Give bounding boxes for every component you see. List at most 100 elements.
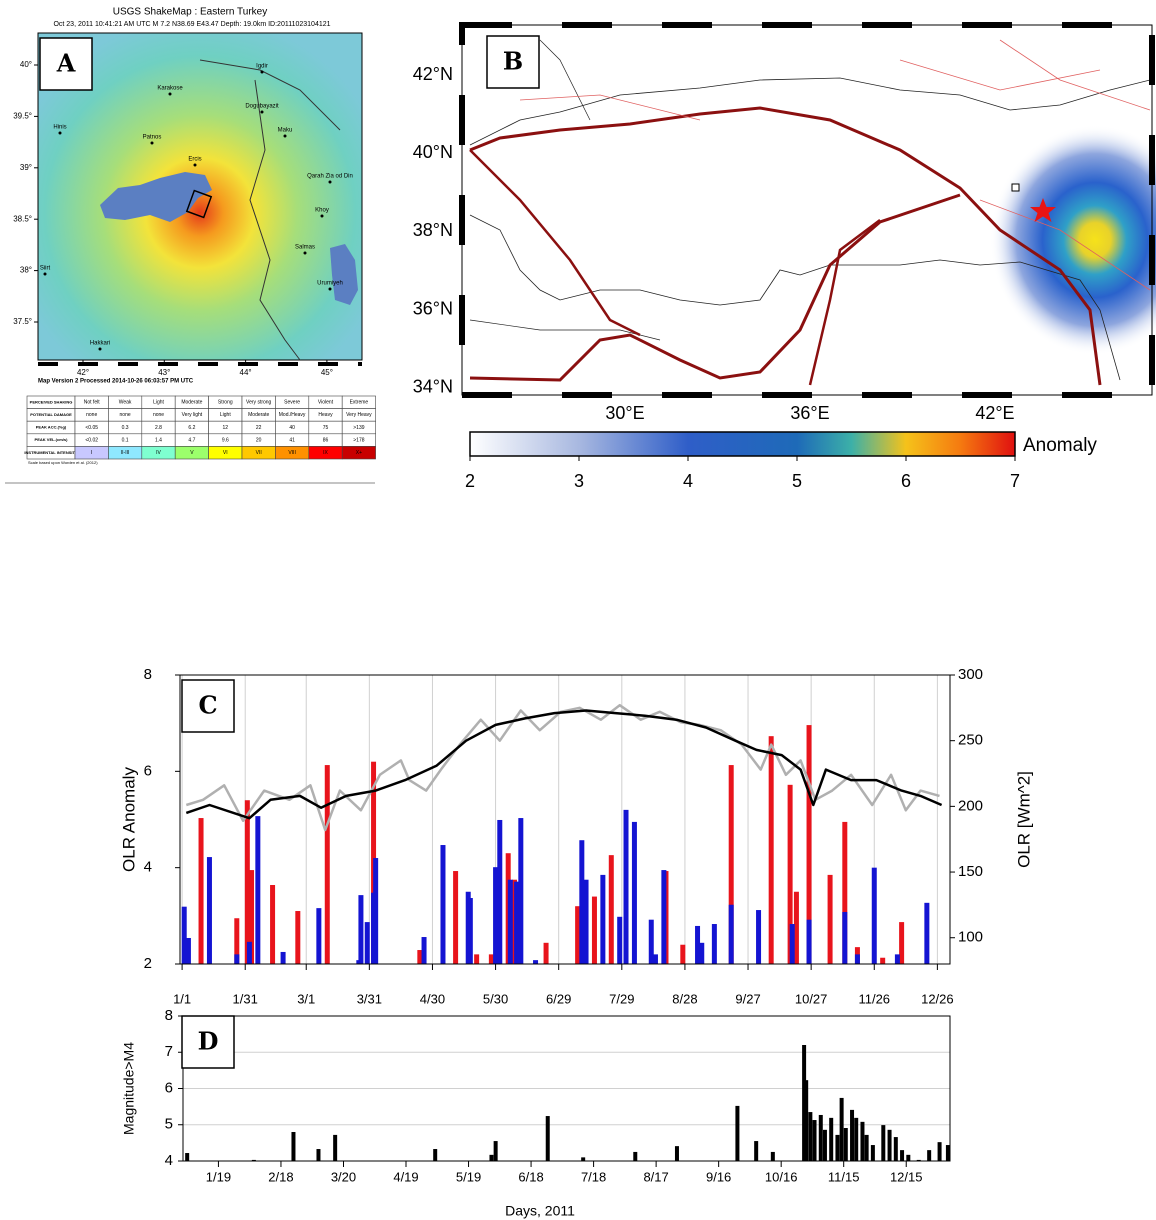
- bar: [880, 957, 886, 964]
- bar: [633, 1151, 638, 1161]
- x-tick-label: 1/31: [233, 991, 258, 1006]
- place-dot: [260, 110, 264, 114]
- x-tick-label: 11/26: [858, 991, 890, 1006]
- bar: [358, 895, 364, 964]
- bar: [674, 1146, 679, 1161]
- bar: [768, 736, 774, 964]
- place-dot: [328, 287, 332, 291]
- bar: [249, 870, 255, 964]
- x-tick-label: 12/15: [890, 1169, 923, 1184]
- table-text: Weak: [119, 400, 132, 406]
- bar: [234, 918, 240, 964]
- bar: [850, 1109, 855, 1161]
- bar: [417, 950, 423, 964]
- bar: [661, 870, 667, 964]
- bar: [421, 937, 427, 964]
- bar: [806, 919, 812, 964]
- bar: [507, 879, 513, 964]
- place-dot: [328, 180, 332, 184]
- table-text: X+: [356, 450, 362, 456]
- plot-frame: [179, 674, 951, 965]
- lon-label: 42°E: [975, 403, 1014, 423]
- bar: [927, 1150, 932, 1161]
- bar: [433, 1149, 438, 1161]
- panel-label: B: [503, 47, 523, 76]
- bar: [893, 1137, 898, 1161]
- table-text: 0.3: [122, 425, 129, 431]
- table-text: VIII: [288, 450, 296, 456]
- y-tick-label: 8: [165, 1007, 173, 1024]
- bar: [185, 937, 191, 964]
- y-axis-label: Magnitude>M4: [121, 1042, 137, 1135]
- bar: [364, 922, 370, 964]
- x-tick-label: 12/26: [921, 991, 954, 1006]
- bar: [600, 874, 606, 964]
- place-name: Maku: [278, 128, 293, 134]
- bar: [756, 910, 762, 964]
- bar: [854, 1117, 859, 1161]
- bar: [789, 924, 795, 964]
- bar: [822, 1129, 827, 1161]
- bar: [680, 944, 686, 964]
- bar: [728, 765, 734, 964]
- lake-van: [100, 172, 212, 222]
- table-text: 22: [256, 425, 262, 431]
- panel-label: C: [198, 691, 217, 720]
- place-name: Igdir: [256, 64, 268, 70]
- bar: [316, 908, 322, 964]
- lat-label: 39.5°: [13, 112, 32, 121]
- bar: [181, 906, 187, 964]
- table-text: Violent: [318, 400, 334, 406]
- x-tick-label: 8/28: [672, 991, 697, 1006]
- bar: [754, 1141, 759, 1161]
- x-tick-label: 7/29: [609, 991, 634, 1006]
- bar: [881, 1125, 886, 1161]
- bar: [887, 1129, 892, 1161]
- lat-label: 40°: [20, 60, 32, 69]
- x-tick-label: 3/20: [331, 1169, 356, 1184]
- bar: [787, 784, 793, 964]
- y2-tick-label: 250: [958, 732, 983, 749]
- bar: [440, 845, 446, 964]
- place-name: Dogubayazit: [245, 104, 279, 110]
- lat-label: 42°N: [413, 64, 453, 84]
- table-text: Light: [220, 412, 231, 418]
- bar: [316, 1149, 321, 1161]
- table-text: 75: [323, 425, 329, 431]
- bar: [735, 1105, 740, 1161]
- table-text: 86: [323, 437, 329, 443]
- x-tick-label: 3/1: [297, 991, 315, 1006]
- panel-label: D: [198, 1027, 219, 1056]
- place-name: Ercis: [188, 157, 201, 163]
- bar: [652, 954, 658, 964]
- bar: [631, 821, 637, 964]
- table-text: none: [120, 412, 131, 418]
- epicenter: [1030, 198, 1056, 222]
- bar: [246, 941, 252, 964]
- plate-boundary: [469, 106, 1102, 386]
- table-text: Very strong: [246, 400, 272, 406]
- olr-line: [185, 709, 943, 820]
- colorbar-tick-label: 4: [683, 471, 693, 491]
- table-text: <0.05: [85, 425, 98, 431]
- rupture: [185, 189, 213, 219]
- table-text: 40: [289, 425, 295, 431]
- bar: [854, 954, 860, 964]
- place-dot: [283, 134, 287, 138]
- anomaly-field: [990, 125, 1156, 355]
- bar: [185, 1153, 190, 1161]
- lon-label: 45°: [321, 368, 333, 377]
- bar: [617, 916, 623, 964]
- table-text: >178: [353, 437, 364, 443]
- place-name: Qarah Zia od Din: [307, 174, 353, 180]
- x-tick-label: 7/18: [581, 1169, 606, 1184]
- bar: [699, 942, 705, 964]
- bar: [937, 1142, 942, 1161]
- station: [1011, 183, 1020, 192]
- bar: [870, 1145, 875, 1161]
- bar: [916, 1159, 921, 1161]
- x-tick-label: 5/19: [456, 1169, 481, 1184]
- lat-label: 38.5°: [13, 214, 32, 223]
- table-text: INSTRUMENTAL INTENSITY: [24, 450, 78, 455]
